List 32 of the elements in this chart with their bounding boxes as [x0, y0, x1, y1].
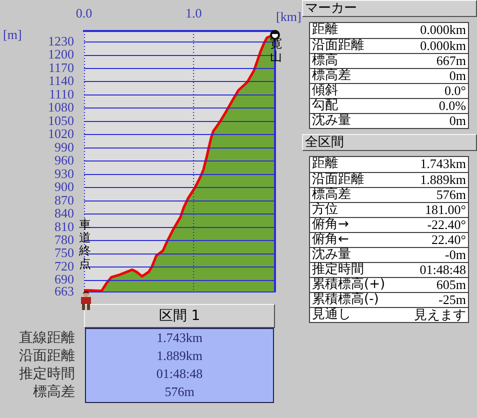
- x-tick-label: 1.0: [185, 6, 202, 21]
- y-tick-label: 1050: [48, 112, 74, 128]
- y-tick-label: 780: [54, 232, 74, 247]
- y-tick-label: 1020: [48, 126, 74, 142]
- table: 距離 1.743km 沿面距離 1.889km 標高差 576m 方位 181.00° 俯角→ -22.40° 俯角← 22.40° 沈み量 -0m 推定時間 01:48:48 累積標高(+) 605m 累積標高(-) -25m 見通し 見えます: [309, 156, 469, 323]
- text: 直線距離: [18, 329, 75, 347]
- y-axis-title: [m]: [3, 27, 22, 42]
- text: 推定時間: [18, 365, 75, 383]
- y-tick-label: 720: [54, 258, 74, 274]
- text: 標高差: [32, 383, 75, 401]
- x-tick-label: 0.0: [76, 6, 92, 21]
- y-tick-label: 1230: [48, 33, 74, 48]
- y-tick-label: 960: [54, 152, 74, 168]
- y-tick-label: 1200: [48, 46, 74, 62]
- header-bar: 区間 1: [84, 304, 275, 328]
- y-tick-label: 870: [54, 192, 74, 208]
- table: 1.743km 1.889km 01:48:48 576m: [85, 328, 274, 403]
- y-tick-label: 1080: [48, 100, 74, 115]
- y-tick-label: 840: [54, 206, 74, 221]
- header-bar: マーカー: [302, 0, 477, 17]
- y-tick-label: 1110: [48, 86, 74, 102]
- y-tick-label: 1170: [48, 60, 74, 75]
- y-tick-label: 990: [54, 139, 74, 154]
- y-tick-label: 930: [54, 166, 74, 181]
- table: 距離 0.000km 沿面距離 0.000km 標高 667m 標高差 0m 傾斜 0.0° 勾配 0.0% 沈み量 0m: [309, 22, 469, 129]
- y-tick-label: 810: [54, 218, 74, 234]
- x-axis-title: [km]: [276, 9, 302, 24]
- y-tick-label: 1140: [48, 73, 74, 88]
- y-tick-label: 900: [54, 179, 74, 194]
- text: 沿面距離: [18, 347, 75, 365]
- y-tick-label: 750: [54, 245, 74, 260]
- header-bar: 全区間: [302, 134, 477, 151]
